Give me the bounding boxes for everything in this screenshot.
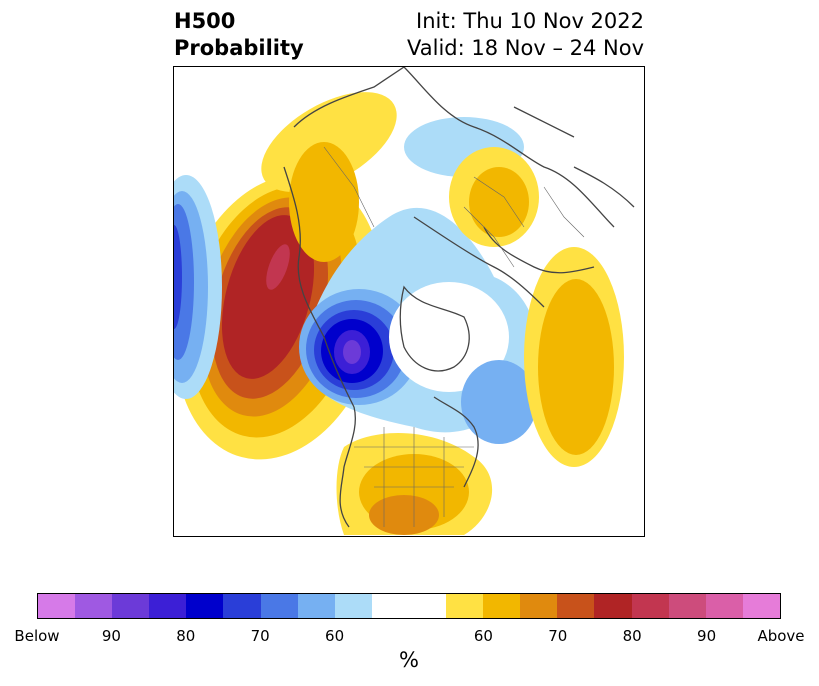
colorbar [37, 593, 781, 619]
title-line-2: Probability [174, 36, 304, 60]
probability-map [173, 66, 645, 537]
date-info: Init: Thu 10 Nov 2022 Valid: 18 Nov – 24… [407, 8, 644, 62]
colorbar-tick-label: 80 [622, 627, 642, 645]
colorbar-swatch [260, 594, 298, 618]
colorbar-tick-label: 70 [250, 627, 270, 645]
positive-anomaly-north-america-west [261, 92, 397, 262]
colorbar-swatch [742, 594, 780, 618]
colorbar-tick-label: Below [14, 627, 60, 645]
map-svg [174, 67, 635, 535]
colorbar-swatch [297, 594, 335, 618]
colorbar-swatch [446, 594, 484, 618]
colorbar-swatch [705, 594, 743, 618]
colorbar-tick-label: 60 [325, 627, 345, 645]
colorbar-swatch [371, 594, 447, 618]
colorbar-tick-label: 60 [473, 627, 493, 645]
colorbar-swatch [631, 594, 669, 618]
colorbar-swatch [594, 594, 632, 618]
colorbar-tick-label: 70 [548, 627, 568, 645]
title-line-1: H500 [174, 9, 236, 33]
map-title: H500 Probability [174, 8, 304, 62]
colorbar-swatch [38, 594, 76, 618]
positive-anomaly-europe [449, 147, 539, 247]
valid-range: Valid: 18 Nov – 24 Nov [407, 36, 644, 60]
negative-anomaly-canada [299, 117, 537, 444]
colorbar-swatch [483, 594, 521, 618]
colorbar-swatch [112, 594, 150, 618]
coastlines [283, 67, 635, 528]
colorbar-swatch [223, 594, 261, 618]
colorbar-swatch [75, 594, 113, 618]
positive-anomaly-siberia [524, 247, 624, 467]
colorbar-tick-label: 80 [176, 627, 196, 645]
colorbar-tick-label: Above [757, 627, 805, 645]
colorbar-swatch [557, 594, 595, 618]
colorbar-tick-label: 90 [697, 627, 717, 645]
colorbar-swatch [334, 594, 372, 618]
positive-anomaly-us [336, 433, 493, 535]
colorbar-swatch [520, 594, 558, 618]
colorbar-unit: % [399, 648, 419, 672]
colorbar-swatch [668, 594, 706, 618]
colorbar-tick-label: 90 [101, 627, 121, 645]
colorbar-swatch [186, 594, 224, 618]
negative-anomaly-west-edge [174, 175, 222, 399]
colorbar-swatch [149, 594, 187, 618]
init-date: Init: Thu 10 Nov 2022 [416, 9, 644, 33]
borders [323, 146, 585, 527]
